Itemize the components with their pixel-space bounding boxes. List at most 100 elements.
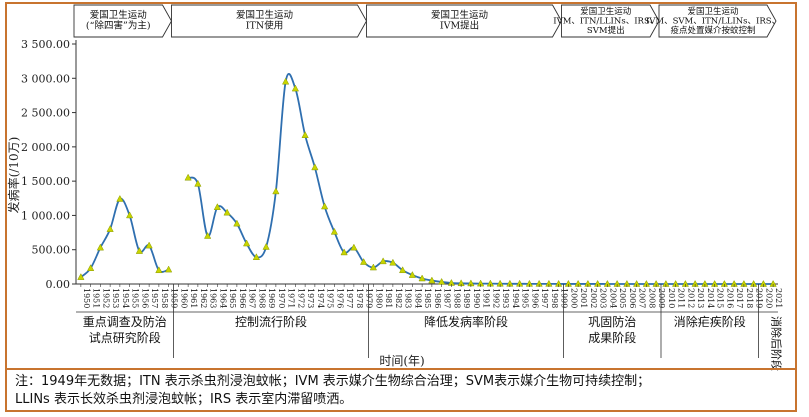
x-tick-label-2002: 2002: [589, 288, 598, 308]
data-point-1969: [262, 242, 270, 250]
data-point-1974: [311, 163, 319, 171]
campaign-header-4-line2: IVM、SVM、ITN/LLINs、IRS、: [646, 17, 780, 27]
campaign-header-3-line2: IVM、ITN/LLINs、IRS、: [553, 17, 658, 27]
campaign-header-3-line1: 爱国卫生运动: [580, 6, 632, 17]
data-point-1968: [252, 253, 260, 261]
x-tick-label-1962: 1962: [199, 288, 208, 308]
data-point-1975: [321, 202, 329, 210]
y-tick-label: 2 500.00: [21, 107, 70, 120]
x-tick-label-1954: 1954: [121, 288, 130, 308]
stage-label-5: 消除后阶段: [769, 316, 783, 371]
x-tick-label-1966: 1966: [238, 288, 247, 308]
x-tick-label-1996: 1996: [530, 288, 539, 308]
x-tick-label-1976: 1976: [335, 288, 344, 308]
x-tick-label-1980: 1980: [374, 288, 383, 308]
data-point-1954: [116, 194, 124, 202]
x-tick-label-1990: 1990: [472, 288, 481, 308]
x-tick-label-1977: 1977: [345, 288, 354, 308]
data-point-1962: [194, 179, 202, 187]
stage-label-2: 降低发病率阶段: [424, 314, 508, 329]
y-tick-label: 1 000.00: [21, 209, 70, 222]
data-point-1977: [340, 248, 348, 256]
stage-label-0-line1: 重点调查及防治: [83, 314, 167, 329]
x-tick-label-2021: 2021: [774, 288, 783, 308]
x-tick-label-1994: 1994: [511, 288, 520, 308]
x-tick-label-1995: 1995: [521, 288, 530, 308]
x-tick-label-1950: 1950: [82, 288, 91, 308]
data-point-1972: [291, 84, 299, 92]
data-point-1952: [96, 243, 104, 251]
x-tick-label-1964: 1964: [218, 288, 227, 308]
x-tick-label-1983: 1983: [404, 288, 413, 308]
data-point-1976: [330, 227, 338, 235]
x-tick-label-2012: 2012: [686, 288, 695, 308]
footnote-line-2: LLINs 表示长效杀虫剂浸泡蚊帐；IRS 表示室内滞留喷洒。: [15, 392, 353, 407]
data-point-1967: [243, 239, 251, 247]
x-tick-label-1971: 1971: [287, 288, 296, 308]
x-tick-label-1988: 1988: [452, 288, 461, 308]
data-point-1983: [399, 266, 407, 274]
data-point-1965: [223, 208, 231, 216]
x-tick-label-2000: 2000: [569, 288, 578, 308]
x-tick-label-1961: 1961: [189, 288, 198, 308]
data-point-1955: [126, 211, 134, 219]
campaign-header-0: [73, 4, 173, 38]
data-point-1966: [233, 219, 241, 227]
stage-label-3-line1: 巩固防治: [588, 314, 636, 329]
data-point-1950: [77, 273, 85, 280]
y-tick-label: 3 500.00: [21, 38, 70, 51]
series-line: [80, 197, 169, 278]
data-point-1956: [135, 247, 143, 254]
x-tick-label-1956: 1956: [140, 288, 149, 308]
x-tick-label-1955: 1955: [131, 288, 140, 308]
data-point-1986: [428, 276, 436, 284]
x-tick-label-1998: 1998: [550, 288, 559, 308]
campaign-header-4: [658, 4, 777, 38]
data-point-1958: [155, 266, 163, 274]
x-tick-label-2017: 2017: [735, 288, 744, 308]
data-point-1970: [272, 187, 280, 195]
y-tick-label: 1 500.00: [21, 175, 70, 188]
y-tick-label: 2 000.00: [21, 141, 70, 154]
x-tick-label-1970: 1970: [277, 288, 286, 308]
x-tick-label-1969: 1969: [267, 288, 276, 308]
data-point-1957: [145, 241, 153, 249]
x-tick-label-1978: 1978: [355, 288, 364, 308]
y-axis: 0.00 500.00 1 000.00 1 500.00 2 000.00 2 500.…: [21, 38, 778, 291]
x-tick-label-1982: 1982: [394, 288, 403, 308]
x-tick-label-1975: 1975: [326, 288, 335, 308]
campaign-header-1-line2: ITN使用: [246, 20, 283, 32]
data-point-1980: [369, 263, 377, 271]
data-point-1984: [408, 271, 416, 278]
x-tick-label-1987: 1987: [443, 288, 452, 308]
x-tick-label-2004: 2004: [608, 288, 617, 308]
x-tick-label-1997: 1997: [540, 288, 549, 308]
campaign-header-2-line2: IVM提出: [440, 20, 479, 32]
campaign-header-1: [171, 4, 368, 38]
campaign-header-4-line1: 爱国卫生运动: [687, 6, 739, 17]
x-tick-label-2010: 2010: [667, 288, 676, 308]
x-tick-label-2003: 2003: [599, 288, 608, 308]
x-tick-label-2019: 2019: [755, 288, 764, 308]
data-point-1951: [87, 264, 95, 271]
campaign-header-4-line3: 疫点处置媒介按蚊控制: [670, 25, 755, 36]
data-point-1985: [418, 274, 426, 282]
campaign-header-3: [561, 4, 660, 38]
x-tick-label-2009: 2009: [657, 288, 666, 308]
y-tick-label: 500.00: [32, 244, 71, 257]
x-tick-label-1960: 1960: [179, 288, 188, 308]
x-tick-label-1972: 1972: [296, 288, 305, 308]
x-tick-label-2016: 2016: [725, 288, 734, 308]
campaign-header-0-line1: 爱国卫生运动: [90, 9, 147, 21]
data-point-1953: [106, 225, 114, 232]
data-point-1979: [360, 258, 368, 265]
x-tick-label-1967: 1967: [248, 288, 257, 308]
x-tick-label-2020: 2020: [764, 288, 773, 308]
data-point-1981: [379, 257, 387, 265]
campaign-header-3-line3: SVM提出: [587, 25, 625, 36]
x-axis: 1950 1951 1952 1953 1954 1955 1956 1957 1958 1959…: [76, 284, 783, 313]
x-tick-label-1999: 1999: [560, 288, 569, 308]
campaign-header-2: [366, 4, 563, 38]
